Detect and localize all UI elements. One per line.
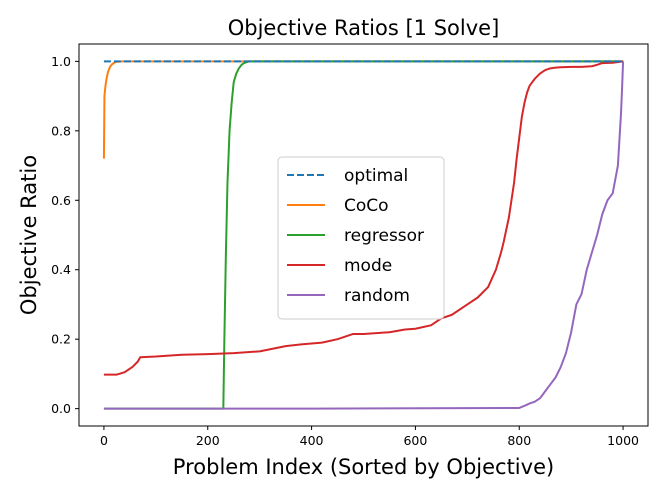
y-tick-label: 0.8 xyxy=(51,123,71,138)
y-tick-label: 1.0 xyxy=(51,54,71,69)
series-line-mode xyxy=(103,60,624,376)
y-axis-label: Objective Ratio xyxy=(17,155,41,315)
y-tick-label: 0.4 xyxy=(51,262,71,277)
chart-title: Objective Ratios [1 Solve] xyxy=(228,16,500,40)
y-axis-ticks: 0.0 0.2 0.4 0.6 0.8 1.0 xyxy=(51,54,79,416)
plot-lines xyxy=(102,60,625,410)
legend-label-random: random xyxy=(344,286,410,306)
legend-label-optimal: optimal xyxy=(344,166,408,186)
y-tick-label: 0.0 xyxy=(51,401,71,416)
legend: optimal CoCo regressor mode random xyxy=(277,156,445,320)
x-axis-ticks: 0 200 400 600 800 1000 xyxy=(100,426,639,448)
x-tick-label: 1000 xyxy=(607,433,639,448)
x-tick-label: 800 xyxy=(507,433,531,448)
legend-box xyxy=(277,156,445,320)
legend-label-CoCo: CoCo xyxy=(344,196,389,216)
x-tick-label: 600 xyxy=(403,433,427,448)
x-tick-label: 0 xyxy=(100,433,108,448)
y-tick-label: 0.6 xyxy=(51,193,71,208)
y-tick-label: 0.2 xyxy=(51,332,71,347)
legend-label-mode: mode xyxy=(344,256,392,276)
plot-frame xyxy=(78,43,649,427)
series-line-random xyxy=(103,61,625,410)
x-axis-label: Problem Index (Sorted by Objective) xyxy=(173,455,554,479)
x-tick-label: 400 xyxy=(300,433,324,448)
x-tick-label: 200 xyxy=(196,433,220,448)
legend-label-regressor: regressor xyxy=(344,226,424,246)
